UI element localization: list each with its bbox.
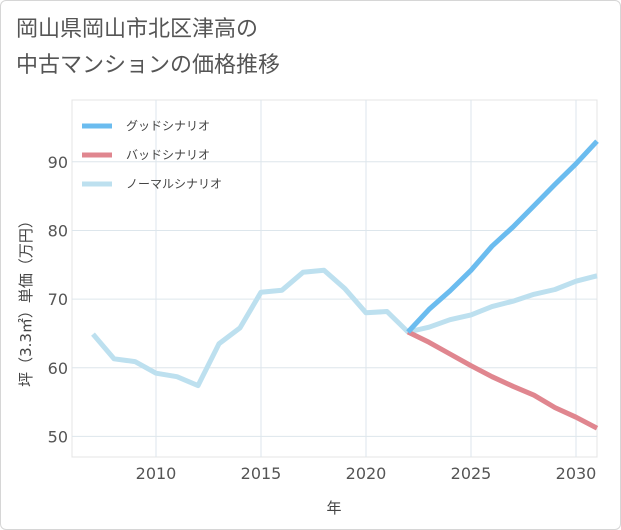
chart-title-line1: 岡山県岡山市北区津高の: [16, 17, 259, 42]
legend-label-0: グッドシナリオ: [126, 119, 210, 133]
series-lines: [91, 139, 599, 431]
x-tick-label: 2025: [451, 464, 492, 483]
chart-title: 岡山県岡山市北区津高の 中古マンションの価格推移: [16, 12, 280, 84]
series-line-1: [406, 329, 599, 431]
series-line-0: [406, 139, 599, 334]
legend-label-2: ノーマルシナリオ: [126, 177, 222, 191]
y-tick-label: 50: [48, 427, 68, 446]
y-axis-label: 坪（3.3㎡）単価（万円）: [17, 213, 35, 387]
grid-lines: [72, 100, 597, 457]
legend-label-1: バッドシナリオ: [126, 148, 210, 162]
x-axis-label: 年: [326, 499, 341, 517]
tick-labels: 2010 2015 2020 2025 2030 50 60 70 80 90: [48, 153, 597, 483]
y-tick-label: 90: [48, 153, 68, 172]
y-tick-label: 70: [48, 290, 68, 309]
chart-title-line2: 中古マンションの価格推移: [16, 53, 281, 78]
x-tick-label: 2030: [556, 464, 597, 483]
x-tick-label: 2020: [346, 464, 387, 483]
x-tick-label: 2010: [136, 464, 177, 483]
y-tick-label: 80: [48, 221, 68, 240]
y-tick-label: 60: [48, 359, 68, 378]
series-line-2: [91, 267, 598, 389]
x-tick-label: 2015: [241, 464, 282, 483]
